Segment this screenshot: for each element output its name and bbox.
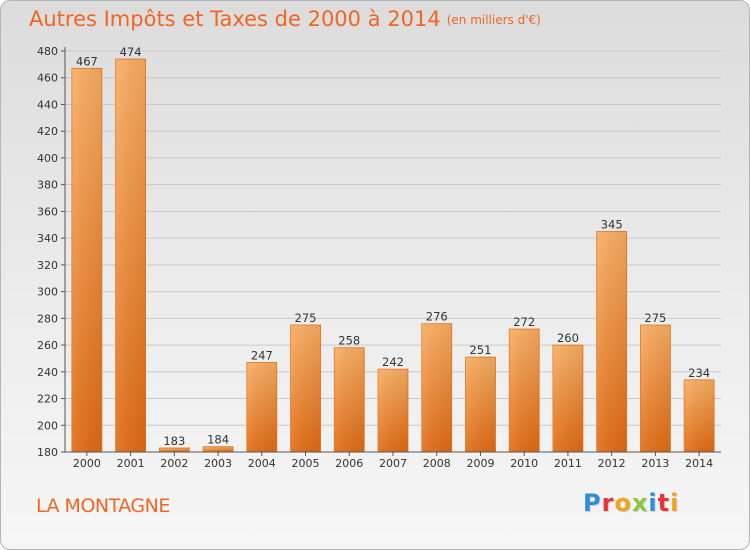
x-tick-label: 2006 [335, 457, 363, 470]
proxiti-logo: Proxiti [583, 489, 679, 517]
y-tick-label: 340 [37, 232, 58, 245]
data-label: 275 [295, 311, 317, 325]
data-label: 275 [644, 311, 666, 325]
x-tick-label: 2010 [510, 457, 538, 470]
bar-shade [378, 369, 408, 452]
logo-letter: x [631, 489, 649, 517]
bar-shade [640, 325, 671, 452]
y-tick-label: 420 [37, 125, 58, 138]
data-label: 184 [207, 433, 229, 447]
y-tick-label: 360 [37, 205, 58, 218]
data-label: 258 [338, 334, 360, 348]
x-tick-label: 2004 [248, 457, 276, 470]
x-tick-label: 2002 [160, 457, 188, 470]
data-label: 260 [557, 331, 579, 345]
y-tick-label: 180 [37, 446, 58, 459]
x-tick-label: 2012 [598, 457, 626, 470]
logo-letter: i [648, 489, 658, 517]
logo-letter: r [601, 489, 615, 517]
x-tick-label: 2005 [292, 457, 320, 470]
data-label: 345 [601, 217, 623, 231]
y-tick-label: 440 [37, 98, 58, 111]
y-tick-label: 480 [37, 45, 58, 58]
bar-shade [246, 362, 277, 452]
chart-title-text: Autres Impôts et Taxes de 2000 à 2014 [29, 7, 441, 31]
x-tick-label: 2007 [379, 457, 407, 470]
x-tick-label: 2014 [685, 457, 713, 470]
y-tick-label: 300 [37, 286, 58, 299]
x-tick-label: 2001 [117, 457, 145, 470]
bar-shade [552, 345, 583, 452]
bar-shade [203, 446, 234, 452]
data-label: 276 [426, 310, 448, 324]
y-tick-label: 260 [37, 339, 58, 352]
bar-shade [421, 323, 452, 452]
logo-letter: P [583, 489, 602, 517]
y-tick-label: 220 [37, 393, 58, 406]
data-label: 251 [469, 343, 491, 357]
bar-shade [465, 357, 496, 452]
chart-title: Autres Impôts et Taxes de 2000 à 2014 (en… [29, 7, 541, 31]
data-label: 183 [163, 434, 185, 448]
y-tick-label: 280 [37, 312, 58, 325]
x-tick-label: 2009 [466, 457, 494, 470]
data-label: 247 [251, 348, 273, 362]
bar-shade [159, 447, 190, 452]
data-label: 242 [382, 355, 404, 369]
x-tick-label: 2013 [641, 457, 669, 470]
data-label: 467 [76, 54, 98, 68]
data-label: 272 [513, 315, 535, 329]
bar-shade [115, 59, 146, 453]
x-tick-label: 2000 [73, 457, 101, 470]
x-tick-label: 2011 [554, 457, 582, 470]
x-tick-label: 2008 [423, 457, 451, 470]
bar-shade [596, 231, 627, 452]
bar-shade [290, 325, 321, 452]
x-tick-label: 2003 [204, 457, 232, 470]
commune-name: LA MONTAGNE [36, 495, 170, 517]
y-tick-label: 400 [37, 152, 58, 165]
chart-unit: (en milliers d'€) [446, 13, 541, 27]
y-tick-label: 240 [37, 366, 58, 379]
data-label: 234 [688, 366, 710, 380]
logo-letter: t [657, 489, 671, 517]
bar-shade [71, 68, 102, 453]
bar-shade [334, 347, 365, 452]
data-label: 474 [120, 45, 142, 59]
y-tick-label: 460 [37, 72, 58, 85]
bar-shade [684, 379, 715, 452]
y-tick-label: 200 [37, 419, 58, 432]
bars: 467 474 183 184 247 275 258 242 276 251 272 260 345 2… [71, 45, 715, 453]
logo-letter: o [614, 489, 632, 517]
y-tick-label: 380 [37, 179, 58, 192]
axes: 180 200 220 240 260 280 300 320 340 360 380 400 420 4… [37, 45, 721, 470]
bar-shade [509, 329, 540, 452]
logo-letter: i [670, 489, 680, 517]
y-tick-label: 320 [37, 259, 58, 272]
